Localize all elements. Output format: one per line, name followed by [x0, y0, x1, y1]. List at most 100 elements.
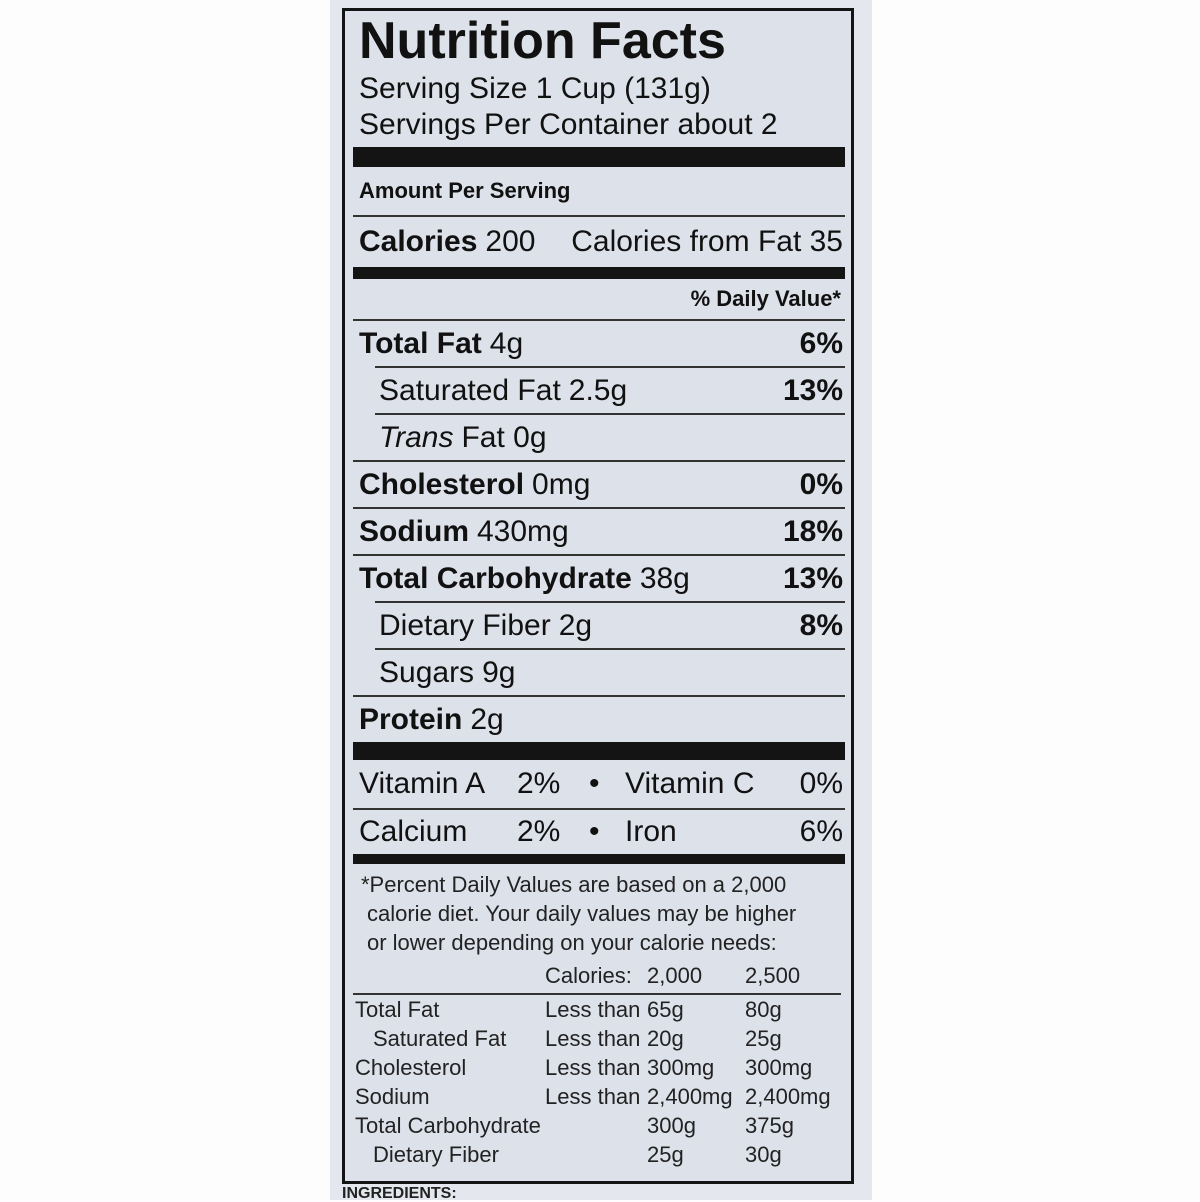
footnote-line: *Percent Daily Values are based on a 2,0… — [361, 872, 787, 897]
vitamin-daily-value: 2% — [517, 815, 561, 848]
table-cell: Cholesterol — [355, 1055, 467, 1080]
nutrient-row: Cholesterol 0mg 0% — [345, 462, 851, 507]
bullet-separator: • — [589, 767, 600, 800]
nutrient-name: Trans — [379, 420, 454, 454]
divider — [353, 460, 845, 462]
vitamin-name: Vitamin A — [359, 767, 486, 800]
table-cell: Saturated Fat — [373, 1026, 507, 1051]
calories-label: Calories — [359, 225, 478, 258]
nutrient-name-amount: Trans Fat 0g — [379, 421, 831, 455]
divider — [353, 993, 841, 995]
nutrient-list: Total Fat 4g 6% Saturated Fat 2.5g 13% Trans Fa… — [345, 321, 851, 742]
bullet-separator: • — [589, 815, 600, 848]
thick-divider — [353, 147, 845, 167]
divider — [375, 366, 845, 368]
nutrient-row: Sugars 9g — [345, 650, 851, 695]
nutrient-amount: 2.5g — [568, 373, 628, 407]
nutrient-name-amount: Saturated Fat 2.5g — [379, 374, 771, 408]
thick-divider — [353, 742, 845, 760]
table-cell: 30g — [745, 1142, 782, 1167]
divider — [353, 695, 845, 697]
table-cell: 2,400mg — [745, 1084, 831, 1109]
table-cell: 25g — [647, 1142, 684, 1167]
nutrient-daily-value: 8% — [799, 608, 843, 642]
divider — [375, 413, 845, 415]
vitamin-list: Vitamin A 2% • Vitamin C 0% Calcium 2% • Iron 6% — [345, 760, 851, 854]
label-title: Nutrition Facts — [359, 12, 726, 70]
table-cell: 300mg — [647, 1055, 715, 1080]
vitamin-row: Vitamin A 2% • Vitamin C 0% — [345, 760, 851, 808]
vitamin-daily-value: 2% — [517, 767, 561, 800]
reference-table-row: Total Carbohydrate 300g 375g — [345, 1111, 851, 1140]
reference-table: Calories: 2,000 2,500 Total Fat Less than 65g… — [345, 957, 851, 1169]
table-cell: 25g — [745, 1026, 782, 1051]
header-cell: Calories: — [545, 963, 632, 988]
header-cell: 2,000 — [647, 963, 703, 988]
nutrient-row: Dietary Fiber 2g 8% — [345, 603, 851, 648]
nutrient-amount: 2g — [470, 702, 504, 736]
nutrient-name: Total Carbohydrate — [359, 561, 632, 595]
table-cell: Less than — [545, 997, 641, 1022]
ingredients-label: INGREDIENTS: — [342, 1185, 457, 1202]
nutrient-row: Total Carbohydrate 38g 13% — [345, 556, 851, 601]
table-cell: 20g — [647, 1026, 684, 1051]
nutrient-amount: Fat 0g — [461, 420, 547, 454]
divider — [375, 601, 845, 603]
table-cell: 2,400mg — [647, 1084, 733, 1109]
nutrient-name: Total Fat — [359, 326, 482, 360]
nutrient-name: Sugars — [379, 655, 475, 689]
nutrient-amount: 0mg — [532, 467, 591, 501]
divider — [353, 808, 845, 810]
nutrient-row: Sodium 430mg 18% — [345, 509, 851, 554]
divider — [353, 319, 845, 321]
nutrient-name-amount: Dietary Fiber 2g — [379, 609, 788, 643]
daily-value-header: % Daily Value* — [690, 286, 841, 311]
nutrient-amount: 430mg — [477, 514, 569, 548]
reference-table-row: Sodium Less than 2,400mg 2,400mg — [345, 1082, 851, 1111]
nutrient-daily-value: 0% — [799, 467, 843, 501]
serving-size: Serving Size 1 Cup (131g) — [359, 72, 711, 105]
servings-per-container: Servings Per Container about 2 — [359, 108, 778, 141]
nutrient-amount: 9g — [482, 655, 516, 689]
nutrient-name-amount: Total Fat 4g — [359, 327, 788, 361]
nutrient-row: Protein 2g — [345, 697, 851, 742]
nutrient-amount: 38g — [639, 561, 690, 595]
amount-per-serving: Amount Per Serving — [359, 178, 571, 203]
vitamin-name: Vitamin C — [625, 767, 755, 800]
table-cell: Sodium — [355, 1084, 430, 1109]
reference-table-row: Total Fat Less than 65g 80g — [345, 995, 851, 1024]
reference-table-row: Cholesterol Less than 300mg 300mg — [345, 1053, 851, 1082]
nutrient-name-amount: Cholesterol 0mg — [359, 468, 788, 502]
table-cell — [545, 1111, 647, 1140]
table-cell: Less than — [545, 1084, 641, 1109]
nutrient-row: Trans Fat 0g — [345, 415, 851, 460]
vitamin-name: Calcium — [359, 815, 468, 848]
table-cell: Total Fat — [355, 997, 440, 1022]
nutrient-name-amount: Sugars 9g — [379, 656, 831, 690]
nutrient-row: Total Fat 4g 6% — [345, 321, 851, 366]
header-cell: 2,500 — [745, 963, 801, 988]
table-cell: Less than — [545, 1026, 641, 1051]
footnote-line: calorie diet. Your daily values may be h… — [367, 901, 797, 926]
reference-table-header: Calories: 2,000 2,500 — [345, 959, 851, 993]
table-cell: 65g — [647, 997, 684, 1022]
divider — [375, 648, 845, 650]
nutrient-row: Saturated Fat 2.5g 13% — [345, 368, 851, 413]
calories-group: Calories 200 — [359, 225, 535, 259]
nutrient-name: Saturated Fat — [379, 373, 561, 407]
vitamin-row: Calcium 2% • Iron 6% — [345, 810, 851, 854]
nutrient-daily-value: 6% — [799, 326, 843, 360]
vitamin-daily-value: 6% — [799, 815, 843, 848]
nutrient-name: Protein — [359, 702, 463, 736]
nutrient-name: Dietary Fiber — [379, 608, 551, 642]
table-cell: Less than — [545, 1055, 641, 1080]
calories-from-fat: Calories from Fat 35 — [571, 225, 843, 258]
reference-table-row: Saturated Fat Less than 20g 25g — [345, 1024, 851, 1053]
table-cell: Total Carbohydrate — [355, 1113, 541, 1138]
table-cell: 300g — [647, 1113, 696, 1138]
nutrient-daily-value: 18% — [782, 514, 843, 548]
table-cell: 375g — [745, 1113, 794, 1138]
divider — [353, 507, 845, 509]
calories-value: 200 — [485, 225, 536, 258]
table-cell — [545, 1140, 647, 1169]
